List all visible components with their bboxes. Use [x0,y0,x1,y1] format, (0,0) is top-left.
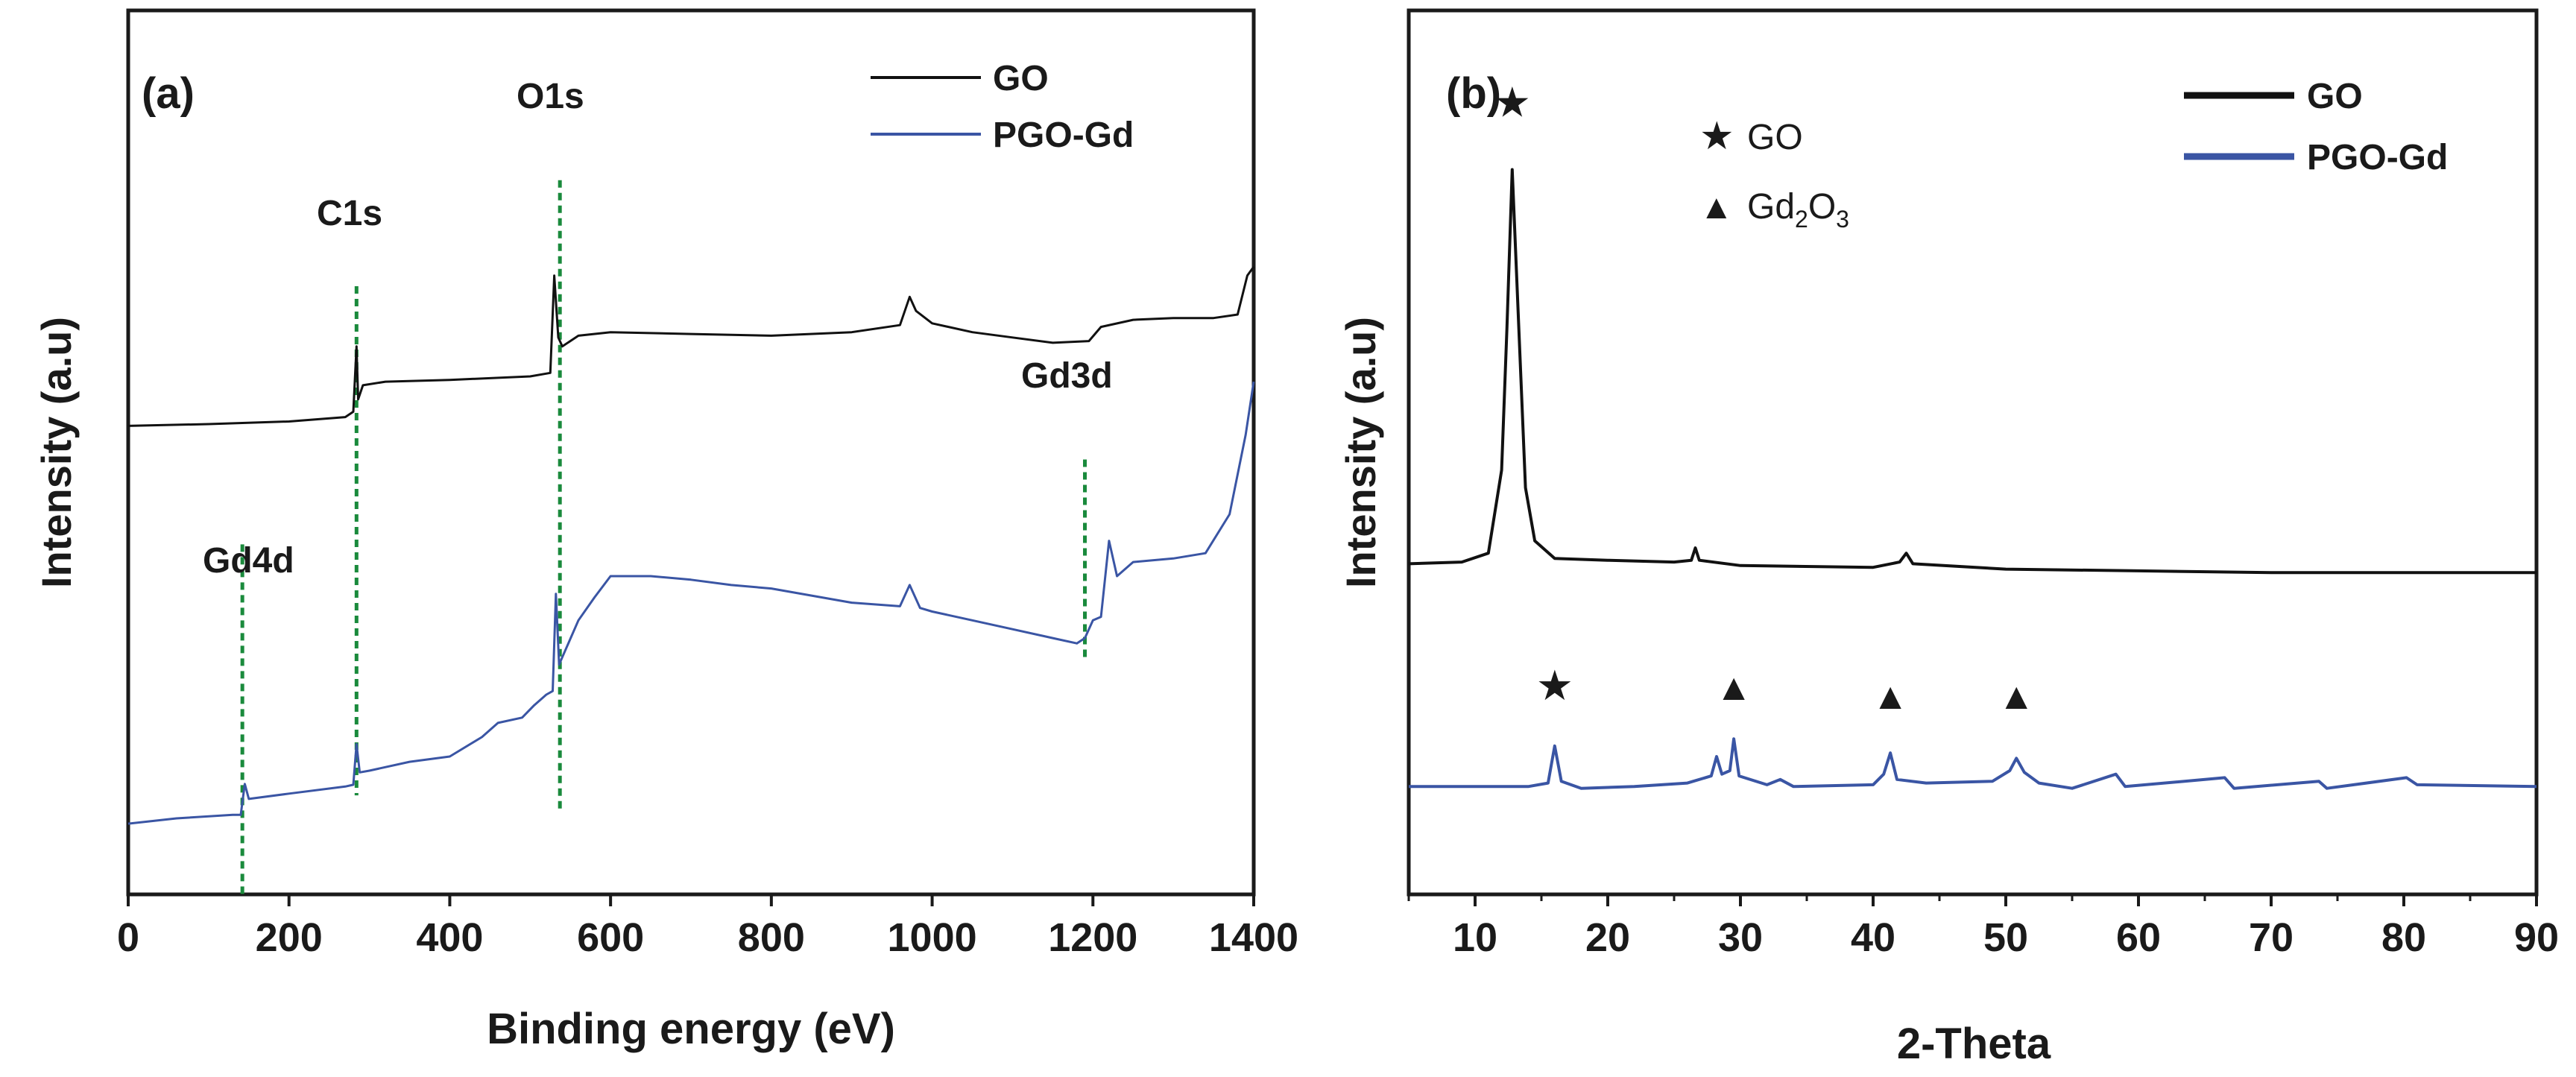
panel-b-frame [1407,8,2539,897]
panel-b-y-axis-label: Intensity (a.u) [1337,317,1384,588]
phase-legend-gd2o3-label: Gd2O3 [1747,187,1849,233]
panel-a-peak-markers [240,180,1087,894]
series-line-go [1408,168,2536,575]
series-line-go [127,266,1255,427]
x-tick-label: 200 [256,915,323,960]
gd2o3-peak-triangle-marker: ▲ [1715,666,1752,708]
peak-label-o1s: O1s [517,77,584,116]
panel-b-label: (b) [1446,69,1501,118]
go-peak-star-marker: ★ [1536,662,1573,709]
peak-label-gd4d: Gd4d [203,541,294,581]
peak-label-gd3d: Gd3d [1021,356,1113,396]
x-tick-label: 60 [2116,915,2161,960]
panel-a-x-ticks: 0 200 400 600 800 1000 1200 1400 [117,894,1298,960]
panel-a-x-axis-label: Binding energy (eV) [487,1005,895,1053]
panel-b-legend: GO PGO-Gd [2184,77,2448,177]
x-tick-label: 400 [416,915,483,960]
panel-a-legend: GO PGO-Gd [871,59,1134,155]
gd2o3-peak-triangle-marker: ▲ [1872,675,1909,717]
peak-label-c1s: C1s [317,194,382,233]
phase-legend-go-symbol: ★ [1699,115,1734,158]
panel-b: ★ ★ ▲ ▲ ▲ 10 20 30 40 50 60 70 80 90 (b) ★ GO ▲ Gd2O… [1337,8,2559,1068]
panel-a-y-axis-label: Intensity (a.u) [33,317,80,588]
panel-b-phase-legend: ★ GO ▲ Gd2O3 [1699,115,1849,233]
x-tick-label: 20 [1585,915,1630,960]
gd2o3-peak-triangle-marker: ▲ [1998,675,2035,717]
panel-a-series [127,266,1255,825]
x-tick-label: 1000 [888,915,977,960]
phase-legend-go-label: GO [1747,118,1803,157]
legend-b-go-label: GO [2307,77,2363,116]
legend-a-go-label: GO [993,59,1049,98]
x-tick-label: 30 [1718,915,1763,960]
x-tick-label: 0 [117,915,139,960]
x-tick-label: 600 [577,915,644,960]
x-tick-label: 1200 [1048,915,1137,960]
series-line-pgo-gd [127,381,1255,825]
legend-a-pgogd-label: PGO-Gd [993,116,1134,155]
panel-a-frame [126,8,1256,897]
panel-b-x-ticks: 10 20 30 40 50 60 70 80 90 [1407,894,2559,960]
panel-b-x-axis-label: 2-Theta [1897,1020,2051,1068]
panel-b-peak-markers: ★ ★ ▲ ▲ ▲ [1494,78,2035,717]
x-tick-label: 70 [2249,915,2294,960]
x-tick-label: 50 [1983,915,2028,960]
panel-a: 0 200 400 600 800 1000 1200 1400 (a) C1s O1s Gd… [33,8,1298,1053]
x-tick-label: 80 [2381,915,2426,960]
series-line-pgo-gd [1409,737,2537,790]
x-tick-label: 10 [1453,915,1497,960]
go-peak-star-marker: ★ [1494,78,1531,125]
x-tick-label: 1400 [1209,915,1298,960]
legend-b-pgogd-label: PGO-Gd [2307,138,2448,177]
phase-legend-gd2o3-symbol: ▲ [1699,187,1734,226]
x-tick-label: 90 [2514,915,2559,960]
x-tick-label: 40 [1851,915,1895,960]
x-tick-label: 800 [738,915,805,960]
panel-b-series [1408,168,2537,790]
panel-a-label: (a) [142,69,195,118]
